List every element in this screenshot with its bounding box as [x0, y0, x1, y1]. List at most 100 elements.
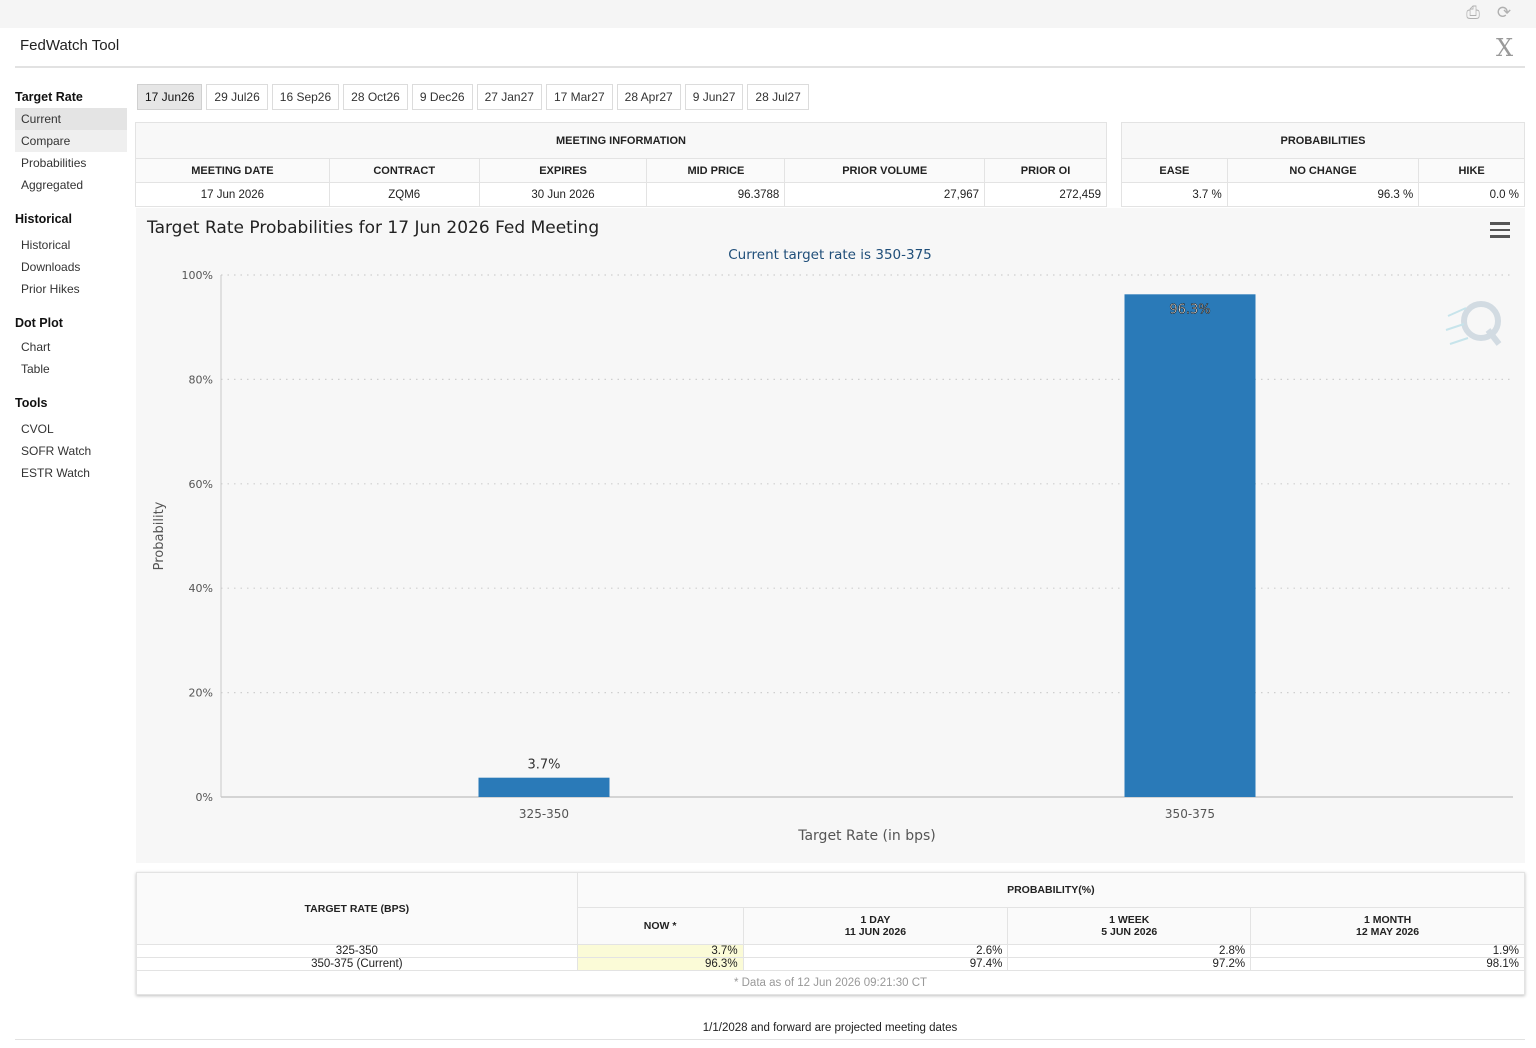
bar[interactable]	[478, 777, 610, 797]
chart-title: Target Rate Probabilities for 17 Jun 202…	[146, 218, 599, 238]
mid-price-value: 96.3788	[646, 182, 786, 207]
period-date: 11 JUN 2026	[844, 926, 907, 938]
probability-results-table: TARGET RATE (BPS) PROBABILITY(%) NOW * 1…	[136, 872, 1526, 995]
projected-dates-footnote: 1/1/2028 and forward are projected meeti…	[702, 1022, 958, 1034]
now-header: NOW *	[576, 907, 744, 945]
close-icon[interactable]: X	[1496, 34, 1514, 62]
bottom-divider	[15, 1039, 1525, 1040]
probability-chart: Target Rate Probabilities for 17 Jun 202…	[146, 218, 1513, 844]
sidebar-item-historical[interactable]: Historical	[21, 238, 71, 252]
tab-meeting[interactable]: 16 Sep26	[271, 84, 340, 110]
tab-meeting[interactable]: 27 Jan27	[476, 84, 542, 110]
bar-layer: 3.7% 325-350 96.3% 350-375	[478, 294, 1256, 821]
hike-value: 0.0 %	[1418, 182, 1525, 207]
meeting-information-heading: MEETING INFORMATION	[135, 122, 1107, 159]
data-label: 96.3%	[1169, 302, 1210, 317]
data-label: 3.7%	[527, 758, 560, 773]
expires-value: 30 Jun 2026	[478, 182, 648, 207]
sidebar-item-prior-hikes[interactable]: Prior Hikes	[21, 282, 80, 296]
week-cell: 97.2%	[1007, 957, 1252, 971]
y-tick-label: 0%	[196, 791, 213, 804]
chart-panel	[136, 208, 1525, 863]
grid-layer: 0% 20% 40% 60% 80% 100%	[182, 269, 1513, 804]
column-header: HIKE	[1418, 158, 1525, 183]
period-label: 1 DAY	[860, 914, 891, 926]
period-date: 5 JUN 2026	[1101, 926, 1158, 938]
x-axis-label: Target Rate (in bps)	[797, 828, 936, 844]
meeting-tabs: 17 Jun26 29 Jul26 16 Sep26 28 Oct26 9 De…	[137, 84, 809, 110]
chart-subtitle: Current target rate is 350-375	[728, 247, 932, 263]
sidebar-item-downloads[interactable]: Downloads	[21, 260, 81, 274]
app-title: FedWatch Tool	[20, 37, 120, 54]
contract-value: ZQM6	[328, 182, 480, 207]
now-cell: 3.7%	[576, 944, 744, 958]
column-header: CONTRACT	[328, 158, 480, 183]
export-icon[interactable]: ⎙	[1466, 3, 1480, 22]
data-timestamp-note: * Data as of 12 Jun 2026 09:21:30 CT	[136, 970, 1525, 995]
no-change-value: 96.3 %	[1226, 182, 1420, 207]
table-row: 325-350 3.7% 2.6% 2.8% 1.9%	[136, 944, 1525, 958]
target-rate-header: TARGET RATE (BPS)	[136, 872, 578, 945]
sidebar-item-sofr-watch[interactable]: SOFR Watch	[21, 444, 92, 458]
month-cell: 1.9%	[1250, 944, 1525, 958]
tab-meeting[interactable]: 17 Mar27	[545, 84, 613, 110]
week-cell: 2.8%	[1007, 944, 1252, 958]
y-axis-label: Probability	[152, 501, 167, 570]
period-header-1-week: 1 WEEK 5 JUN 2026	[1007, 907, 1252, 945]
column-header: MID PRICE	[646, 158, 786, 183]
month-cell: 98.1%	[1250, 957, 1525, 971]
sidebar-item-cvol[interactable]: CVOL	[21, 422, 54, 436]
period-header-1-month: 1 MONTH 12 MAY 2026	[1250, 907, 1525, 945]
day-cell: 2.6%	[742, 944, 1009, 958]
y-tick-label: 100%	[182, 269, 213, 282]
column-header: PRIOR OI	[984, 158, 1107, 183]
period-header-1-day: 1 DAY 11 JUN 2026	[742, 907, 1009, 945]
period-date: 12 MAY 2026	[1356, 926, 1420, 938]
sidebar-item-probabilities[interactable]: Probabilities	[21, 156, 87, 170]
column-header: MEETING DATE	[135, 158, 330, 183]
chart-menu-icon[interactable]	[1490, 222, 1510, 240]
sidebar: Target Rate Current Compare Probabilitie…	[15, 86, 127, 484]
sidebar-heading-tools: Tools	[15, 396, 48, 410]
tab-meeting[interactable]: 9 Dec26	[411, 84, 473, 110]
sidebar-item-aggregated[interactable]: Aggregated	[21, 178, 84, 192]
sidebar-item-estr-watch[interactable]: ESTR Watch	[21, 466, 90, 480]
sidebar-heading-target-rate: Target Rate	[15, 90, 83, 104]
watermark-logo	[1445, 301, 1502, 346]
tab-meeting[interactable]: 17 Jun26	[137, 84, 203, 110]
prior-volume-value: 27,967	[784, 182, 986, 207]
probabilities-table: PROBABILITIES EASE NO CHANGE HIKE 3.7 % …	[1121, 122, 1525, 207]
tab-meeting[interactable]: 9 Jun27	[684, 84, 744, 110]
sidebar-item-table[interactable]: Table	[21, 362, 50, 376]
period-label: 1 WEEK	[1109, 914, 1150, 926]
column-header: EXPIRES	[478, 158, 648, 183]
ease-value: 3.7 %	[1121, 182, 1228, 207]
top-toolbar	[0, 0, 1536, 28]
bar[interactable]	[1124, 294, 1256, 797]
table-row: 350-375 (Current) 96.3% 97.4% 97.2% 98.1…	[136, 957, 1525, 971]
refresh-icon[interactable]: ⟳	[1496, 3, 1512, 22]
title-divider	[15, 66, 1525, 68]
column-header: EASE	[1121, 158, 1228, 183]
meeting-date-value: 17 Jun 2026	[135, 182, 330, 207]
now-cell: 96.3%	[576, 957, 744, 971]
sidebar-item-chart[interactable]: Chart	[21, 340, 51, 354]
tab-meeting[interactable]: 28 Jul27	[747, 84, 809, 110]
tab-meeting[interactable]: 28 Apr27	[616, 84, 681, 110]
meeting-information-table: MEETING INFORMATION MEETING DATE CONTRAC…	[135, 122, 1107, 207]
probabilities-heading: PROBABILITIES	[1121, 122, 1525, 159]
y-tick-label: 60%	[189, 478, 213, 491]
sidebar-item-compare[interactable]: Compare	[15, 130, 127, 152]
prior-oi-value: 272,459	[984, 182, 1107, 207]
y-tick-label: 20%	[189, 687, 213, 700]
column-header: PRIOR VOLUME	[784, 158, 986, 183]
tab-meeting[interactable]: 28 Oct26	[343, 84, 408, 110]
sidebar-heading-dot-plot: Dot Plot	[15, 316, 63, 330]
x-tick-label: 325-350	[519, 807, 569, 821]
column-header: NO CHANGE	[1226, 158, 1420, 183]
probability-header: PROBABILITY(%)	[576, 872, 1526, 908]
tab-meeting[interactable]: 29 Jul26	[206, 84, 268, 110]
y-tick-label: 80%	[189, 373, 213, 386]
y-tick-label: 40%	[189, 582, 213, 595]
sidebar-item-current[interactable]: Current	[15, 108, 127, 130]
